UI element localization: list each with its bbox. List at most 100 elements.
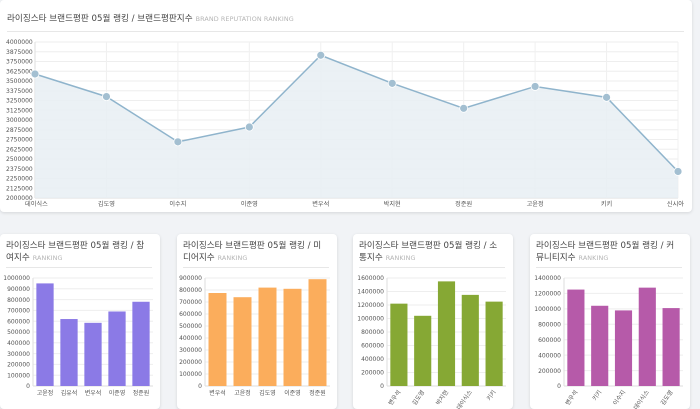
- bar: [108, 311, 126, 386]
- y-tick-label: 100000: [179, 371, 202, 378]
- y-tick-label: 500000: [7, 329, 30, 336]
- x-tick-label: 정준원: [133, 389, 150, 397]
- x-tick-label: 고윤정: [527, 200, 544, 208]
- media-card-title-text: 라이징스타 브랜드평판 05월 랭킹 / 미디어지수: [183, 241, 322, 263]
- bar: [662, 308, 680, 386]
- x-tick-label: 이준영: [241, 200, 258, 208]
- y-tick-label: 2375000: [6, 166, 33, 173]
- x-tick-label: 데이식스: [25, 200, 48, 208]
- area-fill: [35, 55, 678, 199]
- y-tick-label: 1200000: [357, 302, 384, 309]
- bar: [283, 288, 302, 386]
- bar: [308, 279, 327, 386]
- y-tick-label: 3250000: [6, 98, 33, 105]
- x-tick-label: 신시아: [667, 200, 684, 208]
- y-tick-label: 2125000: [6, 185, 33, 192]
- participation-card-subtitle: RANKING: [32, 254, 63, 262]
- y-tick-label: 3125000: [6, 107, 33, 114]
- x-tick-label: 변우석: [209, 389, 226, 397]
- y-tick-label: 2000000: [6, 195, 33, 202]
- y-tick-label: 600000: [179, 311, 202, 318]
- data-point: [602, 92, 611, 102]
- x-tick-label: 변우석: [386, 389, 402, 407]
- media-card-title: 라이징스타 브랜드평판 05월 랭킹 / 미디어지수 RANKING: [183, 240, 329, 268]
- data-point: [530, 82, 540, 91]
- bar: [208, 293, 227, 386]
- y-tick-label: 0: [26, 383, 30, 390]
- x-tick-label: 정준원: [455, 200, 472, 208]
- community-card-subtitle: RANKING: [578, 254, 609, 262]
- y-tick-label: 800000: [7, 297, 30, 304]
- y-tick-label: 100000: [7, 372, 30, 379]
- y-tick-label: 1400000: [534, 275, 561, 282]
- y-tick-label: 400000: [7, 340, 30, 347]
- x-tick-label: 데이식스: [455, 388, 474, 409]
- y-tick-label: 1600000: [357, 275, 384, 282]
- y-tick-label: 900000: [179, 275, 202, 282]
- bar: [591, 305, 609, 386]
- bar: [36, 283, 54, 386]
- main-card-subtitle: BRAND REPUTATION RANKING: [195, 15, 294, 23]
- y-tick-label: 3750000: [6, 59, 33, 66]
- y-tick-label: 1400000: [357, 289, 384, 296]
- data-point: [102, 92, 111, 101]
- bar: [485, 301, 503, 386]
- y-tick-label: 2875000: [6, 127, 33, 134]
- x-tick-label: 데이식스: [632, 388, 651, 409]
- x-tick-label: 키키: [485, 389, 498, 403]
- y-tick-label: 2625000: [6, 146, 33, 153]
- participation-index-card: 라이징스타 브랜드평판 05월 랭킹 / 참여지수 RANKING 100000 0…: [0, 234, 160, 409]
- y-tick-label: 500000: [179, 323, 202, 330]
- x-tick-label: 박지현: [384, 200, 401, 208]
- bar: [258, 287, 277, 386]
- brand-reputation-area-chart: 4000000 3875000 3750000 3625000 3500000 33750…: [6, 39, 684, 208]
- y-tick-label: 2500000: [6, 156, 33, 163]
- x-tick-label: 이수지: [169, 200, 186, 208]
- y-tick-label: 300000: [179, 347, 202, 354]
- community-card-title: 라이징스타 브랜드평판 05월 랭킹 / 커뮤니티지수 RANKING: [536, 240, 682, 268]
- y-tick-label: 2750000: [6, 137, 33, 144]
- bar: [60, 319, 78, 386]
- y-tick-label: 800000: [538, 321, 561, 328]
- data-point: [316, 50, 326, 60]
- data-point: [459, 103, 469, 113]
- y-tick-label: 3000000: [6, 117, 33, 124]
- bar: [132, 301, 150, 386]
- x-tick-label: 키키: [601, 200, 612, 208]
- community-index-card: 라이징스타 브랜드평판 05월 랭킹 / 커뮤니티지수 RANKING 14000…: [530, 234, 690, 409]
- x-tick-label: 김유석: [61, 389, 78, 397]
- y-tick-label: 200000: [7, 362, 30, 369]
- y-tick-label: 600000: [538, 337, 561, 344]
- communication-card-title-text: 라이징스타 브랜드평판 05월 랭킹 / 소통지수: [359, 241, 498, 263]
- y-tick-label: 600000: [7, 318, 30, 325]
- x-tick-label: 김도영: [259, 389, 276, 397]
- media-index-card: 라이징스타 브랜드평판 05월 랭킹 / 미디어지수 RANKING 900000…: [177, 234, 337, 409]
- x-tick-label: 이수지: [611, 389, 627, 407]
- y-tick-label: 1200000: [534, 291, 561, 298]
- y-tick-label: 1000000: [357, 316, 384, 323]
- y-tick-label: 800000: [361, 329, 384, 336]
- y-tick-label: 200000: [538, 368, 561, 375]
- data-point: [387, 78, 397, 88]
- y-tick-label: 3500000: [6, 78, 33, 85]
- x-tick-label: 김도영: [98, 200, 115, 208]
- y-tick-label: 900000: [7, 286, 30, 293]
- main-card-title: 라이징스타 브랜드평판 05월 랭킹 / 브랜드평판지수 BRAND REPUTA…: [7, 13, 684, 32]
- y-tick-label: 2250000: [6, 176, 33, 183]
- participation-bar-chart: 1000000900000800000700000600000500000400…: [3, 275, 153, 397]
- participation-card-title-text: 라이징스타 브랜드평판 05월 랭킹 / 참여지수: [6, 241, 145, 263]
- y-tick-label: 600000: [361, 343, 384, 350]
- series-line: [34, 54, 679, 173]
- data-point: [673, 167, 683, 176]
- data-point: [173, 137, 183, 147]
- x-tick-label: 고윤정: [234, 390, 251, 397]
- bar: [437, 281, 456, 386]
- y-tick-label: 200000: [361, 370, 384, 377]
- participation-card-title: 라이징스타 브랜드평판 05월 랭킹 / 참여지수 RANKING: [6, 240, 152, 268]
- y-tick-label: 300000: [7, 351, 30, 358]
- y-tick-label: 800000: [179, 287, 202, 294]
- y-tick-label: 400000: [538, 352, 561, 359]
- x-tick-label: 키키: [590, 389, 603, 403]
- data-point: [30, 69, 40, 79]
- bar: [390, 303, 408, 386]
